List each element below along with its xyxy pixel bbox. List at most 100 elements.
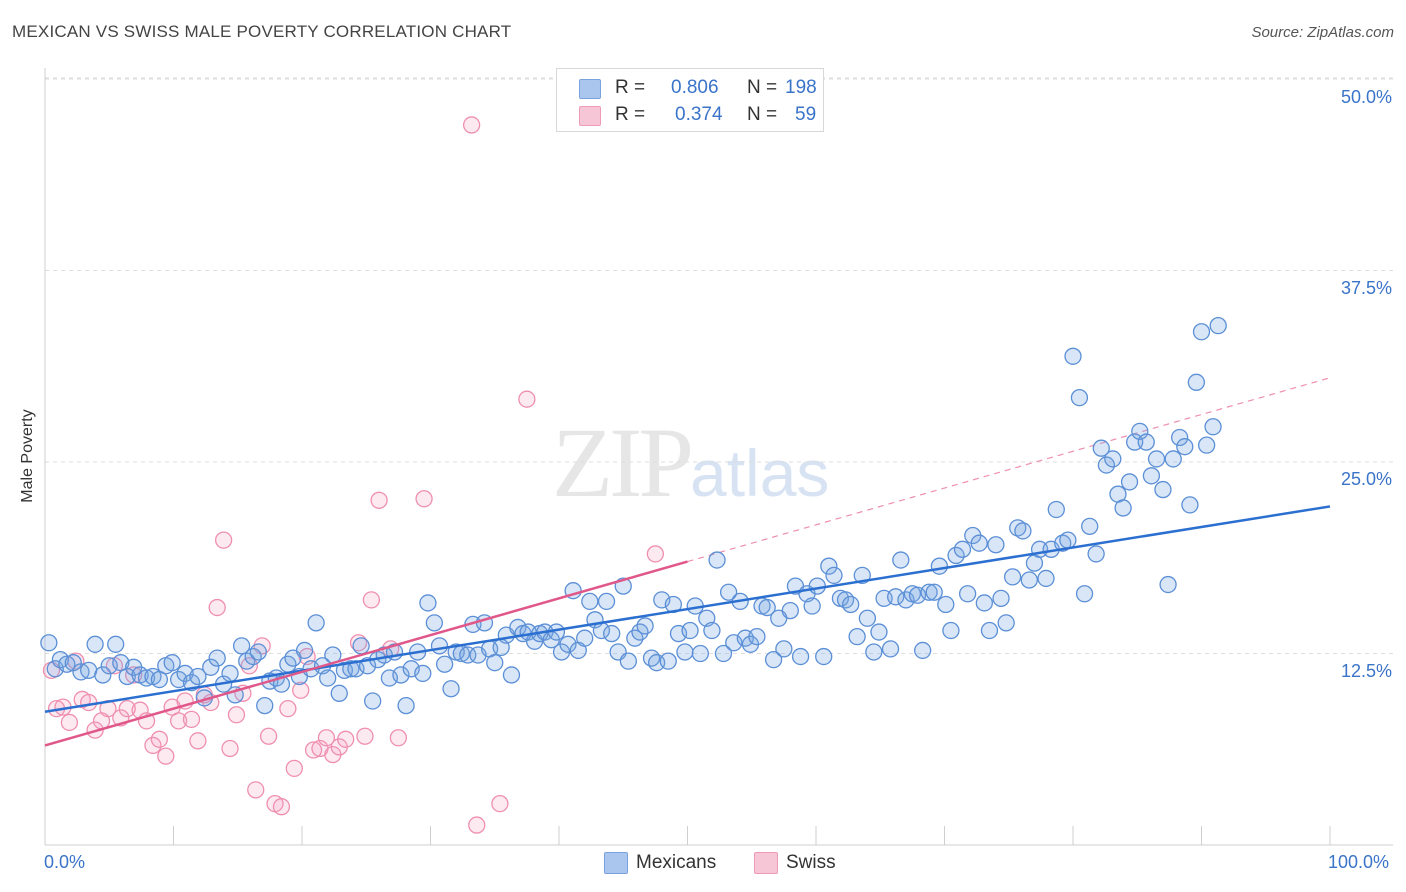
data-point-swiss <box>646 545 665 563</box>
data-point-mexicans <box>892 551 910 569</box>
data-point-mexicans <box>1159 575 1177 594</box>
data-point-mexicans <box>1003 568 1022 586</box>
watermark-atlas: atlas <box>690 436 830 510</box>
data-point-mexicans <box>1192 323 1211 341</box>
data-point-mexicans <box>352 637 370 655</box>
legend-swatch-swiss <box>579 106 601 126</box>
data-point-mexicans <box>914 641 932 660</box>
data-point-mexicans <box>1081 517 1099 535</box>
data-point-mexicans <box>708 551 726 569</box>
data-point-mexicans <box>1047 500 1065 519</box>
data-point-mexicans <box>930 557 949 575</box>
data-point-mexicans <box>1176 438 1194 456</box>
data-point-mexicans <box>319 669 337 687</box>
legend-r-label: R = <box>615 77 646 98</box>
data-point-mexicans <box>221 664 239 683</box>
data-point-mexicans <box>419 594 437 612</box>
data-point-mexicans <box>1014 522 1032 540</box>
legend-swatch-mexicans <box>579 79 601 99</box>
y-tick-label: 50.0% <box>1340 87 1392 107</box>
data-point-mexicans <box>1171 428 1189 447</box>
data-point-mexicans <box>430 637 449 655</box>
legend-n-value: 59 <box>795 104 817 125</box>
data-point-swiss <box>370 491 388 509</box>
data-point-mexicans <box>1209 317 1227 335</box>
data-point-mexicans <box>887 588 905 606</box>
data-point-mexicans <box>1054 534 1072 552</box>
data-point-mexicans <box>997 614 1015 632</box>
data-point-mexicans <box>942 621 960 640</box>
data-point-mexicans <box>947 546 965 565</box>
data-point-mexicans <box>208 649 226 667</box>
data-point-swiss <box>272 798 291 816</box>
data-point-mexicans <box>442 680 460 698</box>
data-point-mexicans <box>836 591 855 609</box>
data-point-mexicans <box>975 594 993 612</box>
data-point-mexicans <box>808 577 826 595</box>
data-point-mexicans <box>1037 569 1055 588</box>
data-point-swiss <box>279 700 297 718</box>
data-point-mexicans <box>691 644 709 663</box>
data-point-swiss <box>389 729 408 747</box>
axes <box>44 68 1393 846</box>
data-point-swiss <box>169 712 188 730</box>
data-point-mexicans <box>1164 450 1182 468</box>
data-point-swiss <box>60 713 79 732</box>
data-point-mexicans <box>1020 571 1038 589</box>
data-point-swiss <box>182 710 201 729</box>
data-point-mexicans <box>202 658 220 676</box>
data-point-mexicans <box>1009 519 1027 537</box>
data-point-mexicans <box>176 664 194 683</box>
chart-source: Source: ZipAtlas.com <box>1251 24 1394 41</box>
data-point-mexicans <box>953 540 972 558</box>
data-point-mexicans <box>636 617 654 635</box>
trend-extension <box>687 377 1331 563</box>
data-point-mexicans <box>980 621 999 640</box>
data-point-mexicans <box>1092 439 1110 457</box>
data-point-mexicans <box>858 609 877 627</box>
data-point-mexicans <box>364 692 382 710</box>
data-point-mexicans <box>1087 545 1105 563</box>
data-point-mexicans <box>330 684 348 702</box>
stats-legend: R = 0.806 N = 198 R = 0.374 N = 59 <box>556 68 824 132</box>
data-point-mexicans <box>803 597 821 615</box>
data-point-mexicans <box>1064 347 1082 365</box>
data-point-mexicans <box>714 644 733 663</box>
data-point-mexicans <box>987 536 1005 554</box>
data-point-mexicans <box>249 643 267 661</box>
data-point-mexicans <box>425 614 444 632</box>
legend-label-mexicans: Mexicans <box>636 852 717 873</box>
data-point-mexicans <box>820 557 838 575</box>
trend-line-swiss-extended <box>687 377 1331 563</box>
data-point-mexicans <box>502 666 521 684</box>
data-point-mexicans <box>86 635 104 653</box>
data-point-mexicans <box>619 652 638 670</box>
data-point-mexicans <box>1137 433 1155 451</box>
data-point-mexicans <box>970 534 988 552</box>
data-point-swiss <box>157 747 175 765</box>
data-point-mexicans <box>775 640 793 658</box>
swiss-points <box>42 116 665 834</box>
data-point-swiss <box>356 727 374 745</box>
data-point-mexicans <box>559 635 577 653</box>
data-point-mexicans <box>1131 422 1149 441</box>
data-point-swiss <box>150 730 169 748</box>
data-point-mexicans <box>958 585 977 603</box>
data-point-swiss <box>462 116 481 134</box>
x-tick-label: 100.0% <box>1328 852 1390 872</box>
data-point-mexicans <box>94 666 112 684</box>
data-point-swiss <box>292 681 310 699</box>
data-point-swiss <box>415 490 433 508</box>
data-point-mexicans <box>603 624 621 643</box>
legend-label-swiss: Swiss <box>786 852 836 873</box>
data-point-mexicans <box>342 660 360 678</box>
legend-swatch-swiss <box>754 852 778 874</box>
data-point-mexicans <box>937 595 955 614</box>
data-point-mexicans <box>1181 496 1199 514</box>
legend-n-value: 198 <box>785 77 817 98</box>
data-point-mexicans <box>1147 450 1166 468</box>
data-point-mexicans <box>881 640 900 658</box>
y-tick-label: 37.5% <box>1340 278 1392 298</box>
data-point-mexicans <box>1070 389 1089 407</box>
